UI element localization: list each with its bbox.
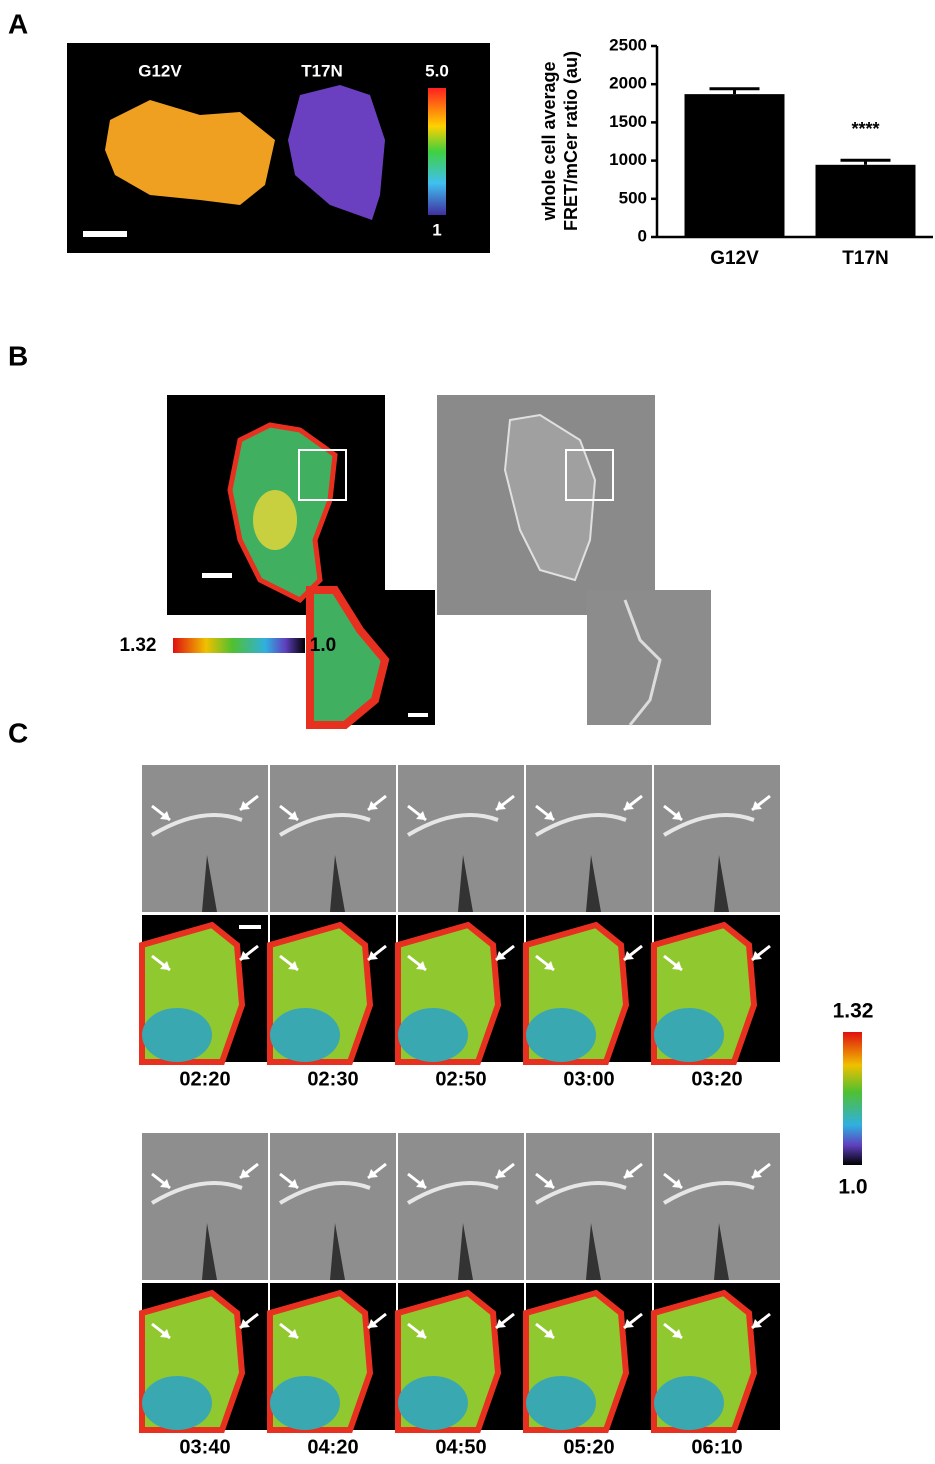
time-label: 06:10 xyxy=(691,1436,742,1458)
x-tick-label: T17N xyxy=(842,248,888,269)
colorbar xyxy=(173,638,305,653)
panel-label: C xyxy=(8,717,28,748)
time-label: 04:20 xyxy=(307,1436,358,1458)
nucleus xyxy=(253,490,297,550)
cell-body xyxy=(270,1376,340,1430)
colorbar-label: 1.32 xyxy=(833,1000,874,1023)
image-label: T17N xyxy=(301,61,343,80)
time-label: 05:20 xyxy=(563,1436,614,1458)
scale-bar xyxy=(202,573,232,578)
y-tick-label: 1000 xyxy=(609,150,647,169)
figure: A G12V T17N 5.0 1 0 500 1000 1500 2000 2500 wh… xyxy=(0,0,935,1464)
y-tick-label: 2500 xyxy=(609,35,647,54)
cell-body xyxy=(142,1376,212,1430)
colorbar xyxy=(843,1032,862,1165)
cell-body xyxy=(398,1376,468,1430)
time-label: 04:50 xyxy=(435,1436,486,1458)
cell-body xyxy=(142,1008,212,1062)
cell-body xyxy=(526,1008,596,1062)
scale-bar xyxy=(83,231,127,237)
colorbar-label: 5.0 xyxy=(425,61,449,80)
colorbar-label: 1.32 xyxy=(120,635,157,656)
bar xyxy=(685,94,785,237)
scale-bar xyxy=(239,925,261,929)
y-tick-label: 500 xyxy=(619,188,647,207)
x-tick-label: G12V xyxy=(710,248,759,269)
cell-body xyxy=(654,1376,724,1430)
inset xyxy=(587,590,711,725)
panel-label: B xyxy=(8,340,28,371)
error-bar xyxy=(841,160,891,165)
colorbar-label: 1.0 xyxy=(838,1176,867,1199)
panel-label: A xyxy=(8,8,28,39)
cell-body xyxy=(526,1376,596,1430)
y-tick-label: 1500 xyxy=(609,112,647,131)
significance: **** xyxy=(851,119,879,139)
y-tick-label: 2000 xyxy=(609,74,647,93)
bar xyxy=(816,165,916,237)
image-label: G12V xyxy=(138,61,182,80)
time-label: 03:00 xyxy=(563,1068,614,1090)
error-bar xyxy=(710,89,760,94)
y-axis-label-line: whole cell average xyxy=(539,61,559,221)
cell-body xyxy=(398,1008,468,1062)
y-tick-label: 0 xyxy=(638,226,647,245)
colorbar-label: 1.0 xyxy=(310,635,336,656)
y-axis-label-line: FRET/mCer ratio (au) xyxy=(561,51,581,231)
scale-bar xyxy=(408,713,428,717)
cell-body xyxy=(270,1008,340,1062)
time-label: 03:40 xyxy=(179,1436,230,1458)
time-label: 02:30 xyxy=(307,1068,358,1090)
cell-body xyxy=(654,1008,724,1062)
time-label: 02:20 xyxy=(179,1068,230,1090)
time-lapse: 02:20 02:30 02:50 03:00 03:20 03:40 04:20 04:50… xyxy=(142,765,780,1458)
colorbar-label: 1 xyxy=(432,220,441,239)
colorbar xyxy=(428,88,446,215)
time-label: 02:50 xyxy=(435,1068,486,1090)
time-label: 03:20 xyxy=(691,1068,742,1090)
